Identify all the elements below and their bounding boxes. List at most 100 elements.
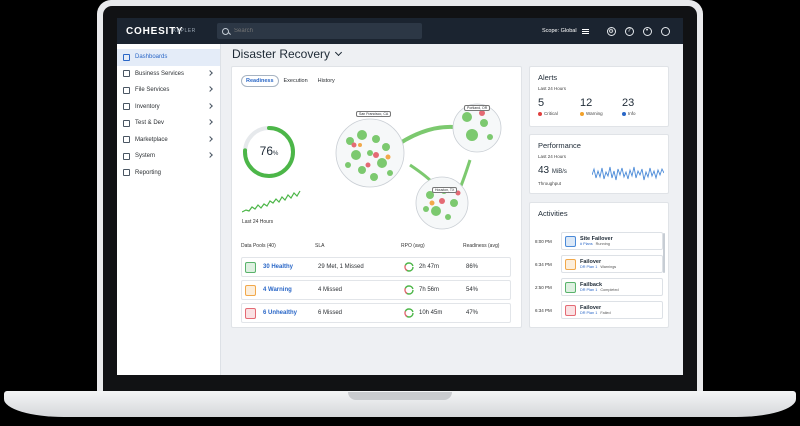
alerts-subtitle: Last 24 Hours xyxy=(538,86,567,91)
pool-readiness: 47% xyxy=(466,310,479,316)
alert-count-critical[interactable]: 5 Critical xyxy=(538,97,580,116)
inventory-icon xyxy=(123,103,130,111)
sidebar-item-label: Business Services xyxy=(135,70,185,77)
data-pool-row[interactable]: 4 Warning 4 Missed 7h 56m 54% xyxy=(241,280,511,300)
activity-title: Failover xyxy=(580,259,602,265)
col-rpo: RPO (avg) xyxy=(401,243,425,249)
alert-count-info[interactable]: 23 Info xyxy=(622,97,664,116)
sidebar-item-file-services[interactable]: File Services xyxy=(117,82,220,99)
throughput-chart xyxy=(592,166,664,181)
sidebar-item-inventory[interactable]: Inventory xyxy=(117,99,220,116)
page-title[interactable]: Disaster Recovery xyxy=(232,47,343,61)
chevron-right-icon xyxy=(207,152,213,158)
readiness-unit: % xyxy=(273,151,279,157)
top-bar: COHESITY KEPLER Scope: Global ⚙ ? • xyxy=(117,18,683,44)
data-pool-row[interactable]: 6 Unhealthy 6 Missed 10h 45m 47% xyxy=(241,303,511,323)
chevron-right-icon xyxy=(207,102,213,109)
folder-icon xyxy=(123,86,130,94)
activity-row[interactable]: 2:50 PM Failback DR Plan 1 Completed xyxy=(535,277,663,297)
activity-status: Completed xyxy=(600,288,619,292)
alert-label: Critical xyxy=(544,111,558,116)
activity-status: Warnings xyxy=(600,265,617,269)
activity-plan: DR Plan 1 xyxy=(580,311,598,315)
col-sla: SLA xyxy=(315,243,325,249)
sidebar-item-reporting[interactable]: Reporting xyxy=(117,165,220,182)
activity-time: 6:34 PM xyxy=(535,261,552,267)
activity-title: Failover xyxy=(580,305,602,311)
activity-type-icon xyxy=(565,235,576,247)
sidebar: Dashboards Business Services File Services… xyxy=(117,44,221,375)
performance-card: Performance Last 24 Hours 43 MiB/s Throu… xyxy=(529,134,669,194)
help-icon[interactable]: ? xyxy=(624,26,634,36)
activity-plan: # Plans xyxy=(580,242,593,246)
readiness-gauge: 76% xyxy=(240,123,298,181)
activities-scrollbar[interactable] xyxy=(663,233,665,273)
performance-subtitle: Last 24 Hours xyxy=(538,154,567,159)
activity-type-icon xyxy=(565,281,576,293)
data-pool-row[interactable]: 30 Healthy 29 Met, 1 Missed 2h 47m 86% xyxy=(241,257,511,277)
col-readiness: Readiness (avg) xyxy=(463,243,500,249)
activity-title: Failback xyxy=(580,282,603,288)
chevron-right-icon xyxy=(207,86,213,92)
page-title-text: Disaster Recovery xyxy=(232,47,331,61)
search-icon xyxy=(222,27,229,35)
sidebar-item-business-services[interactable]: Business Services xyxy=(117,66,220,83)
pool-sla: 29 Met, 1 Missed xyxy=(318,264,364,270)
app-screen: COHESITY KEPLER Scope: Global ⚙ ? • Dash… xyxy=(117,18,683,375)
pool-rpo: 10h 45m xyxy=(419,310,443,316)
chevron-right-icon xyxy=(207,69,213,76)
tab-execution[interactable]: Execution xyxy=(283,78,308,84)
pool-name-link[interactable]: 6 Unhealthy xyxy=(263,310,298,316)
app-logo: COHESITY xyxy=(126,25,184,37)
reporting-icon xyxy=(123,169,130,177)
activity-row[interactable]: 8:00 PM Site Failover # Plans Running xyxy=(535,231,663,251)
search-box[interactable] xyxy=(217,23,422,39)
status-dot-icon xyxy=(580,111,584,116)
performance-title: Performance xyxy=(538,141,581,150)
activity-row[interactable]: 6:34 PM Failover DR Plan 1 Failed xyxy=(535,300,663,320)
sidebar-item-test-dev[interactable]: Test & Dev xyxy=(117,115,220,132)
user-avatar-icon[interactable] xyxy=(660,26,670,36)
activity-row[interactable]: 6:34 PM Failover DR Plan 1 Warnings xyxy=(535,254,663,274)
pool-status-icon xyxy=(245,284,256,296)
alerts-title: Alerts xyxy=(538,73,558,82)
test-icon xyxy=(123,119,130,127)
sidebar-item-label: Dashboards xyxy=(135,54,168,61)
rpo-gauge-icon xyxy=(404,308,414,318)
activity-title: Site Failover xyxy=(580,236,613,242)
pool-name-link[interactable]: 30 Healthy xyxy=(263,264,294,270)
sidebar-item-dashboards[interactable]: Dashboards xyxy=(117,49,220,66)
sidebar-item-marketplace[interactable]: Marketplace xyxy=(117,132,220,149)
sidebar-item-label: Test & Dev xyxy=(135,120,165,127)
pool-rpo: 7h 56m xyxy=(419,287,440,293)
activity-time: 8:00 PM xyxy=(535,238,552,244)
tab-history[interactable]: History xyxy=(317,78,335,84)
activity-plan: DR Plan 1 xyxy=(580,265,598,269)
pool-name-link[interactable]: 4 Warning xyxy=(263,287,292,293)
search-input[interactable] xyxy=(234,28,414,34)
menu-icon xyxy=(581,28,589,34)
settings-icon[interactable]: ⚙ xyxy=(606,26,616,36)
dashboard-icon xyxy=(123,53,130,61)
throughput-unit: MiB/s xyxy=(551,169,567,175)
notification-bell-icon[interactable]: • xyxy=(642,26,652,36)
sidebar-item-system[interactable]: System xyxy=(117,148,220,165)
throughput-value: 43 xyxy=(538,165,550,176)
sidebar-item-label: File Services xyxy=(135,87,170,94)
col-data-pools: Data Pools (40) xyxy=(241,243,276,249)
last-24-hours-label: Last 24 Hours xyxy=(242,219,274,225)
status-dot-icon xyxy=(622,111,626,116)
chevron-right-icon xyxy=(207,135,213,142)
sidebar-item-label: Inventory xyxy=(135,103,160,110)
site-label-houston: Houston, TX xyxy=(432,187,458,193)
alert-count: 5 xyxy=(538,97,545,109)
alert-count-warning[interactable]: 12 Warning xyxy=(580,97,622,116)
tab-readiness[interactable]: Readiness xyxy=(241,75,279,87)
pool-readiness: 86% xyxy=(466,264,479,270)
alerts-card: Alerts Last 24 Hours 5 Critical 12 Warning 2… xyxy=(529,66,669,127)
product-name: KEPLER xyxy=(173,28,196,34)
activity-status: Failed xyxy=(600,311,611,315)
briefcase-icon xyxy=(123,70,130,78)
scope-selector[interactable]: Scope: Global xyxy=(542,28,589,34)
readiness-value: 76 xyxy=(259,144,273,158)
